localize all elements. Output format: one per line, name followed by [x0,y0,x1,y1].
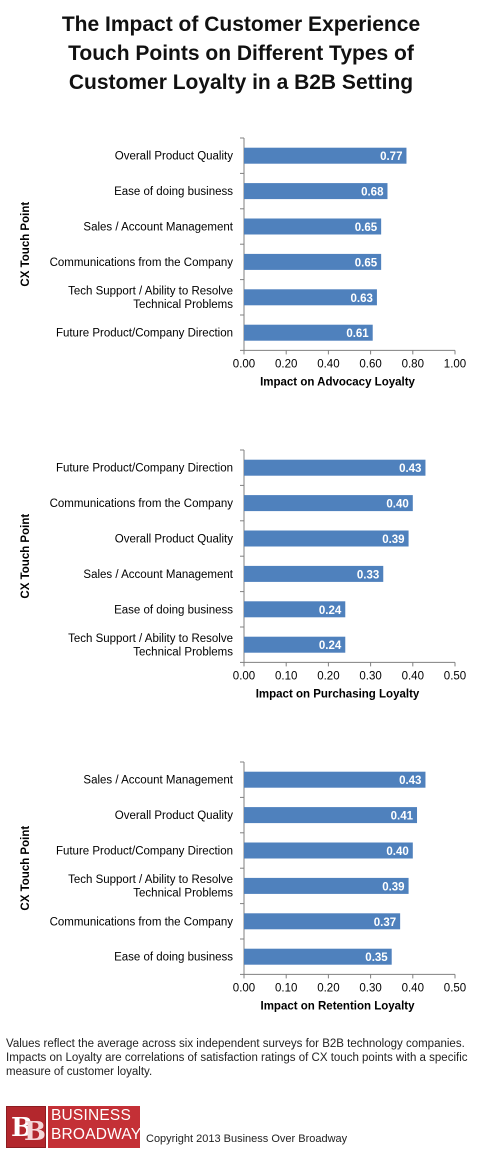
x-tick-label: 0.20 [317,982,339,994]
y-axis-title: CX Touch Point [20,514,32,599]
bar [244,948,392,965]
bar [244,183,388,200]
bar [244,842,413,859]
x-axis-title: Impact on Purchasing Loyalty [256,688,420,700]
bar [244,636,346,653]
x-tick-label: 0.10 [275,670,297,682]
advocacy-chart: 0.00 0.20 0.40 0.60 0.80 1.00 0.77 Overall Prod… [20,137,466,388]
category-label: Communications from the Company [50,257,234,269]
category-label: Overall Product Quality [115,810,233,822]
x-tick-label: 0.80 [402,358,424,370]
bar [244,877,409,894]
bar-value-label: 0.61 [346,328,369,340]
category-label: Ease of doing business [114,186,233,198]
bar [244,459,426,476]
category-label: Ease of doing business [114,952,233,964]
title-line-2: Touch Points on Different Types of [68,42,414,65]
bar [244,565,384,582]
category-label: Sales / Account Management [83,222,233,234]
x-tick-label: 0.40 [317,358,339,370]
bar [244,601,346,618]
bar-value-label: 0.68 [361,187,384,199]
x-tick-label: 0.20 [275,358,297,370]
bar-value-label: 0.40 [386,499,408,511]
footnote: Values reflect the average across six in… [6,1038,468,1078]
category-label: Future Product/Company Direction [56,328,233,340]
category-label: Sales / Account Management [83,775,233,787]
purchasing-chart: 0.00 0.10 0.20 0.30 0.40 0.50 0.43 Future Produ… [20,449,466,700]
x-tick-label: 0.30 [359,982,381,994]
x-tick-label: 0.20 [317,670,339,682]
bar [244,771,426,788]
title-line-1: The Impact of Customer Experience [61,13,421,36]
bar-value-label: 0.43 [399,775,421,787]
bar [244,495,413,512]
category-label: Future Product/Company Direction [56,846,233,858]
bar [244,807,418,824]
bar-value-label: 0.41 [391,811,414,823]
x-axis-title: Impact on Advocacy Loyalty [260,376,415,388]
bar-value-label: 0.43 [399,463,421,475]
logo-text: BUSINESS BROADWAY [48,1106,142,1148]
x-tick-label: 0.00 [233,982,255,994]
bar-value-label: 0.65 [355,257,378,269]
category-label: Future Product/Company Direction [56,463,233,475]
logo-line-2: BROADWAY [51,1126,142,1143]
y-axis-title: CX Touch Point [20,826,32,911]
chart-title: The Impact of Customer Experience Touch … [0,10,482,97]
bar-value-label: 0.63 [351,293,373,305]
bar [244,289,377,306]
bar-value-label: 0.33 [357,569,379,581]
copyright: Copyright 2013 Business Over Broadway [146,1133,348,1145]
x-tick-label: 0.50 [444,982,466,994]
x-tick-label: 0.40 [402,670,424,682]
y-axis-title: CX Touch Point [20,202,32,287]
x-axis-title: Impact on Retention Loyalty [261,1000,416,1012]
bar [244,530,409,547]
x-tick-label: 0.10 [275,982,297,994]
category-label: Communications from the Company [50,498,234,510]
bar-value-label: 0.77 [380,151,402,163]
bar [244,147,407,164]
bar-value-label: 0.39 [382,534,404,546]
x-tick-label: 0.30 [359,670,381,682]
bar-value-label: 0.35 [365,952,388,964]
x-tick-label: 0.60 [359,358,381,370]
bar-value-label: 0.37 [374,917,396,929]
x-tick-label: 1.00 [444,358,466,370]
category-label: Overall Product Quality [115,534,233,546]
bar-value-label: 0.40 [386,846,408,858]
x-tick-label: 0.50 [444,670,466,682]
category-label: Ease of doing business [114,604,233,616]
title-line-3: Customer Loyalty in a B2B Setting [68,71,414,94]
bar [244,253,382,270]
category-label: Tech Support / Ability to Resolve Technic… [68,633,233,659]
bar-value-label: 0.24 [319,640,342,652]
bar [244,913,401,930]
bar-value-label: 0.24 [319,605,342,617]
x-tick-label: 0.00 [233,358,255,370]
x-tick-label: 0.00 [233,670,255,682]
category-label: Overall Product Quality [115,151,233,163]
retention-chart: 0.00 0.10 0.20 0.30 0.40 0.50 0.43 Sales / Acco… [20,761,466,1012]
bar [244,324,373,341]
bar-value-label: 0.65 [355,222,378,234]
logo-line-1: BUSINESS [51,1107,131,1124]
category-label: Tech Support / Ability to Resolve Technic… [68,286,233,312]
bar [244,218,382,235]
x-tick-label: 0.40 [402,982,424,994]
category-label: Communications from the Company [50,916,234,928]
category-label: Sales / Account Management [83,569,233,581]
category-label: Tech Support / Ability to Resolve Technic… [68,874,233,900]
bar-value-label: 0.39 [382,881,404,893]
